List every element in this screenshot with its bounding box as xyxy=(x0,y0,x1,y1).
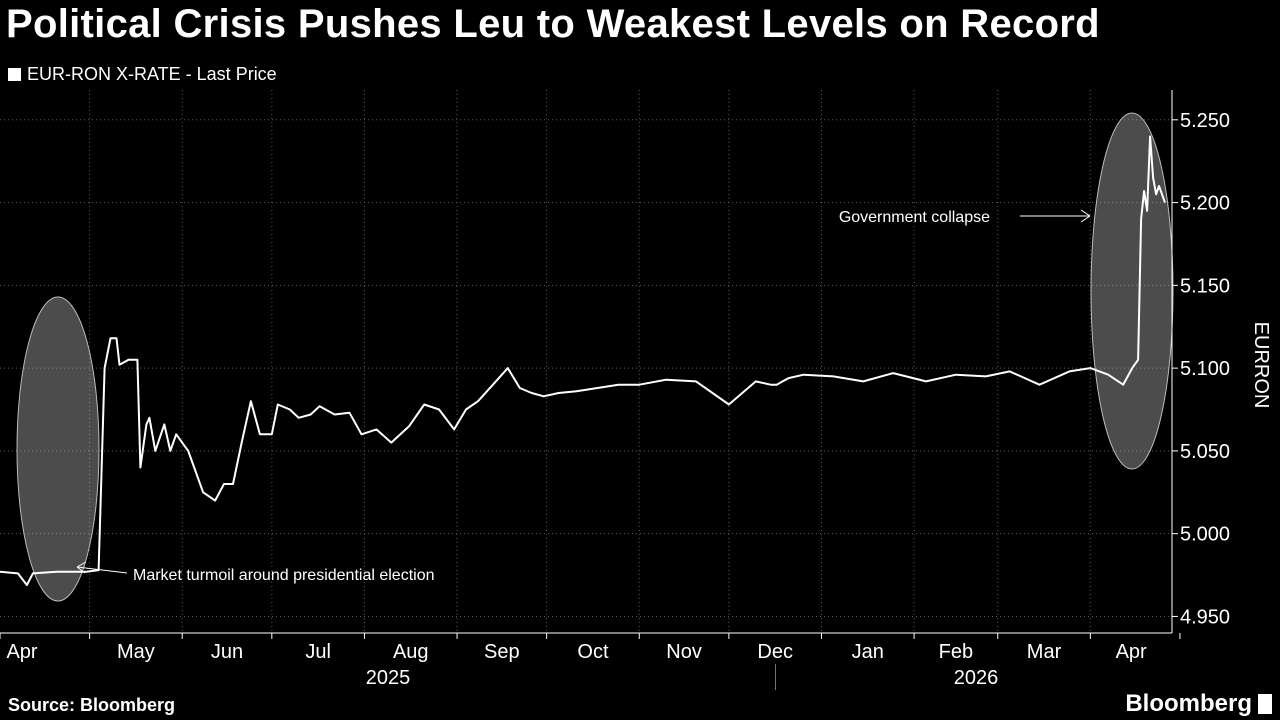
x-tick-label: May xyxy=(117,641,155,663)
axes: 4.950 5.000 5.050 5.100 5.150 5.200 5.250 Apr Ma… xyxy=(0,90,1272,690)
series-layer xyxy=(0,135,1166,586)
highlight-ellipse-collapse xyxy=(1090,112,1174,470)
legend: EUR-RON X-RATE - Last Price xyxy=(8,64,277,85)
year-label-2025: 2025 xyxy=(366,667,411,689)
x-tick-label: Jul xyxy=(305,641,331,663)
x-tick-label: Apr xyxy=(6,641,37,663)
annotation-arrow-election xyxy=(76,566,128,574)
x-tick-label: Jan xyxy=(852,641,884,663)
legend-swatch xyxy=(8,68,21,81)
brand-logo: Bloomberg xyxy=(1125,690,1272,718)
grid xyxy=(0,90,1172,633)
y-tick-label: 5.250 xyxy=(1180,110,1230,132)
annotation-arrowhead-election xyxy=(76,561,87,574)
chart-title: Political Crisis Pushes Leu to Weakest L… xyxy=(6,2,1100,46)
y-tick-label: 5.100 xyxy=(1180,358,1230,380)
y-tick-label: 5.200 xyxy=(1180,193,1230,215)
y-tick-label: 5.150 xyxy=(1180,275,1230,297)
annotation-arrowhead-collapse xyxy=(1080,209,1091,223)
y-axis-label: EURRON xyxy=(1250,322,1272,409)
brand-icon xyxy=(1258,694,1272,714)
y-tick-label: 5.050 xyxy=(1180,441,1230,463)
annotation-election: Market turmoil around presidential elect… xyxy=(133,567,434,584)
x-tick-label: Feb xyxy=(939,641,973,663)
x-tick-label: Aug xyxy=(393,641,429,663)
x-tick-label: Dec xyxy=(757,641,793,663)
x-tick-label: Nov xyxy=(666,641,702,663)
source-note: Source: Bloomberg xyxy=(8,695,176,715)
x-tick-label: Mar xyxy=(1027,641,1062,663)
annotations: Market turmoil around presidential elect… xyxy=(76,209,1091,584)
x-tick-label: Apr xyxy=(1116,641,1147,663)
year-label-2026: 2026 xyxy=(954,667,999,689)
legend-label: EUR-RON X-RATE - Last Price xyxy=(27,64,277,84)
highlight-ellipse-election xyxy=(16,296,100,602)
highlights xyxy=(16,112,1174,602)
annotation-collapse: Government collapse xyxy=(839,209,990,226)
y-tick-label: 5.000 xyxy=(1180,524,1230,546)
brand-name: Bloomberg xyxy=(1125,690,1252,717)
y-tick-label: 4.950 xyxy=(1180,606,1230,628)
x-tick-label: Oct xyxy=(577,641,609,663)
x-tick-label: Sep xyxy=(484,641,520,663)
series-line-eur-ron xyxy=(0,135,1166,586)
x-tick-label: Jun xyxy=(211,641,243,663)
